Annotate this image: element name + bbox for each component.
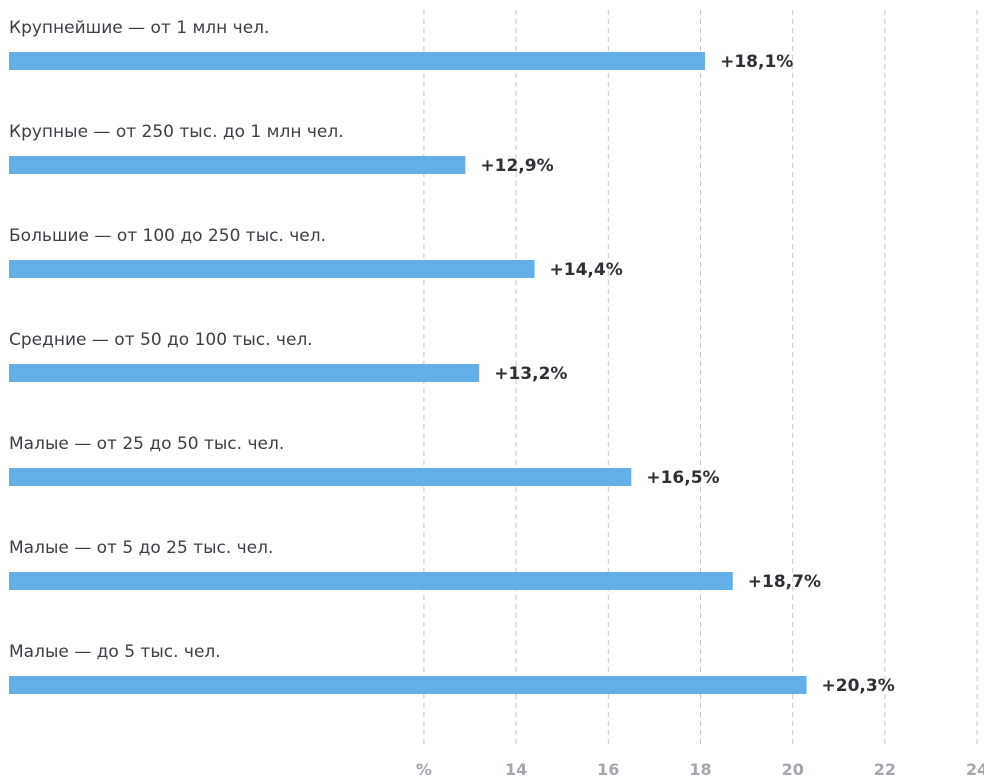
value-label: +20,3% bbox=[822, 676, 895, 696]
category-label: Малые — от 25 до 50 тыс. чел. bbox=[9, 434, 284, 454]
category-label: Крупные — от 250 тыс. до 1 млн чел. bbox=[9, 122, 344, 142]
bar bbox=[9, 260, 535, 278]
x-axis-ticks: % 14 16 18 20 22 24 bbox=[416, 760, 984, 778]
bar bbox=[9, 364, 480, 382]
bar bbox=[9, 468, 632, 486]
x-tick-label: 24 bbox=[966, 760, 984, 778]
x-tick-label: 20 bbox=[782, 760, 804, 778]
value-label: +16,5% bbox=[646, 468, 719, 488]
value-label: +13,2% bbox=[494, 364, 567, 384]
bar bbox=[9, 156, 466, 174]
category-label: Средние — от 50 до 100 тыс. чел. bbox=[9, 330, 313, 350]
category-label: Крупнейшие — от 1 млн чел. bbox=[9, 18, 269, 38]
value-label: +18,7% bbox=[748, 572, 821, 592]
bar-layer bbox=[9, 52, 807, 694]
x-tick-label: 22 bbox=[874, 760, 896, 778]
value-label: +14,4% bbox=[550, 260, 623, 280]
bar bbox=[9, 572, 733, 590]
x-tick-label: 18 bbox=[689, 760, 711, 778]
value-label: +18,1% bbox=[720, 52, 793, 72]
bar bbox=[9, 52, 706, 70]
x-tick-label: 16 bbox=[597, 760, 619, 778]
x-tick-label: 14 bbox=[505, 760, 527, 778]
bar bbox=[9, 676, 807, 694]
category-label: Большие — от 100 до 250 тыс. чел. bbox=[9, 226, 326, 246]
value-label: +12,9% bbox=[480, 156, 553, 176]
category-label: Малые — до 5 тыс. чел. bbox=[9, 642, 221, 662]
label-layer: Крупнейшие — от 1 млн чел. +18,1% Крупные … bbox=[9, 18, 895, 696]
x-tick-label: % bbox=[416, 760, 432, 778]
category-label: Малые — от 5 до 25 тыс. чел. bbox=[9, 538, 273, 558]
grid-layer bbox=[423, 10, 978, 748]
